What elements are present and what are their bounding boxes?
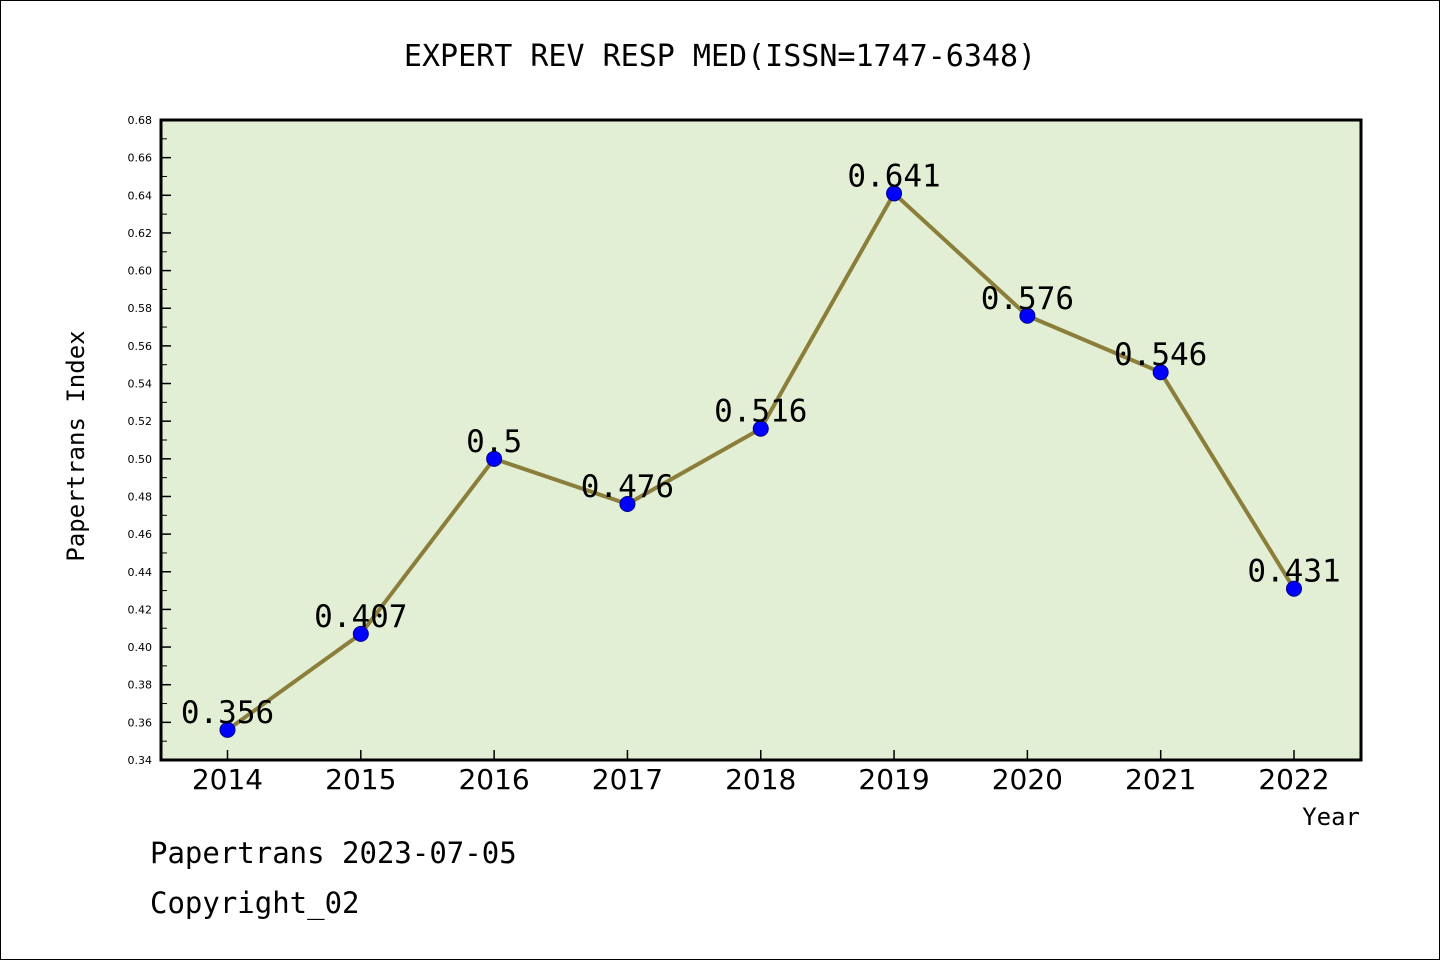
plot-area <box>159 118 1363 762</box>
data-label: 0.641 <box>847 158 940 194</box>
data-point <box>219 721 236 738</box>
x-tick-label: 2017 <box>592 763 663 796</box>
y-tick-label: 0.58 <box>128 302 153 315</box>
data-label: 0.476 <box>581 469 674 505</box>
footer-copyright: Copyright_02 <box>150 886 360 920</box>
data-label: 0.576 <box>981 281 1074 317</box>
y-tick-label: 0.40 <box>128 641 153 654</box>
x-tick-label: 2018 <box>725 763 796 796</box>
y-tick-label: 0.44 <box>128 566 153 579</box>
y-tick-label: 0.50 <box>128 453 153 466</box>
x-tick-label: 2021 <box>1125 763 1196 796</box>
y-tick-label: 0.68 <box>128 114 153 127</box>
y-axis-label: Papertrans Index <box>62 330 90 561</box>
data-point <box>1019 307 1036 324</box>
data-label: 0.516 <box>714 394 807 430</box>
x-tick-label: 2016 <box>458 763 529 796</box>
y-tick-label: 0.60 <box>128 265 153 278</box>
data-label: 0.546 <box>1114 337 1207 373</box>
data-point <box>752 420 769 437</box>
series: 0.356 0.407 0.5 0.476 0.516 0.641 0.576 0.546 0.… <box>181 158 1341 738</box>
y-axis: 0.34 0.36 0.38 0.40 0.42 0.44 0.46 0.48 0.50 0.52… <box>128 114 171 767</box>
data-label: 0.5 <box>466 424 522 460</box>
data-point <box>886 185 903 202</box>
y-tick-label: 0.42 <box>128 603 153 616</box>
y-tick-label: 0.62 <box>128 227 153 240</box>
y-tick-label: 0.64 <box>128 189 153 202</box>
x-tick-label: 2022 <box>1258 763 1329 796</box>
data-point <box>1286 580 1302 597</box>
y-tick-label: 0.34 <box>128 754 153 767</box>
data-point <box>352 625 369 642</box>
x-axis-label: Year <box>1302 803 1360 831</box>
footer-date: Papertrans 2023-07-05 <box>150 836 517 870</box>
y-tick-label: 0.56 <box>128 340 153 353</box>
x-tick-label: 2015 <box>325 763 396 796</box>
data-point <box>619 496 636 512</box>
y-tick-label: 0.36 <box>128 716 153 729</box>
x-tick-label: 2019 <box>858 763 929 796</box>
y-tick-label: 0.48 <box>128 490 153 503</box>
y-tick-label: 0.66 <box>128 152 153 165</box>
data-label: 0.356 <box>181 695 274 731</box>
y-tick-label: 0.52 <box>128 415 153 428</box>
data-label: 0.407 <box>314 599 407 635</box>
y-tick-label: 0.54 <box>128 378 153 391</box>
y-tick-label: 0.38 <box>128 679 153 692</box>
y-tick-label: 0.46 <box>128 528 153 541</box>
data-point <box>486 450 503 467</box>
data-point <box>1152 364 1169 381</box>
chart-title: EXPERT REV RESP MED(ISSN=1747-6348) <box>404 39 1036 74</box>
x-axis: 2014 2015 2016 2017 2018 2019 2020 2021 2022 <box>192 750 1330 796</box>
x-tick-label: 2014 <box>192 763 263 796</box>
x-tick-label: 2020 <box>992 763 1063 796</box>
data-label: 0.431 <box>1247 554 1340 590</box>
